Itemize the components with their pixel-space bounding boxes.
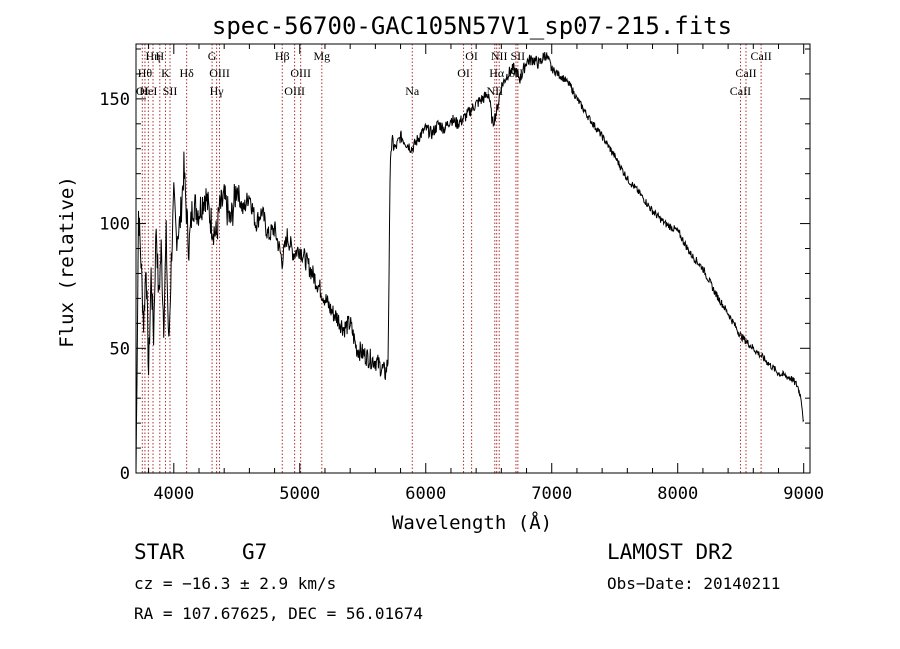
line-markers [141,44,762,473]
line-label: SII [163,84,178,98]
line-label: NII [491,49,508,63]
redshift-readout: cz = −16.3 ± 2.9 km/s [134,574,337,593]
line-label: SII [511,49,526,63]
line-label: Na [405,84,420,98]
line-labels: OIHθHeIHηHKSIIHδGHγOIIIHβOIIIOIIIMgNaOIO… [136,49,772,98]
line-label: Hδ [179,66,194,80]
y-tick-label: 50 [110,339,130,359]
y-tick-label: 100 [99,215,130,235]
line-label: OIII [290,66,311,80]
x-tick-label: 7000 [531,484,572,504]
x-tick-label: 9000 [783,484,824,504]
line-label: OIII [284,84,305,98]
line-label: CaII [750,49,771,63]
line-label: OI [465,49,478,63]
line-label: Hβ [275,49,290,63]
x-tick-label: 4000 [153,484,194,504]
spectrum-line [135,51,805,474]
object-subclass: G7 [242,540,268,564]
line-label: CaII [735,66,756,80]
x-axis-label: Wavelength (Å) [392,511,552,534]
chart-title: spec-56700-GAC105N57V1_sp07-215.fits [212,12,732,40]
coordinates: RA = 107.67625, DEC = 56.01674 [134,604,423,623]
x-tick-label: 5000 [279,484,320,504]
x-tick-label: 6000 [405,484,446,504]
object-class: STAR [134,540,185,564]
line-label: Hα [489,66,505,80]
line-label: Hθ [138,66,153,80]
line-label: Mg [313,49,330,63]
line-label: OI [457,66,470,80]
y-axis-ticks: 0 50 100 150 [99,48,810,484]
line-label: OIII [209,66,230,80]
line-label: NII [486,84,503,98]
x-axis-ticks: 4000 5000 6000 7000 8000 9000 [148,44,824,504]
line-label: OI [136,84,149,98]
line-label: Hη [146,49,161,63]
y-tick-label: 0 [120,464,130,484]
line-label: Hγ [210,84,225,98]
line-label: K [161,66,170,80]
y-tick-label: 150 [99,90,130,110]
y-axis-label: Flux (relative) [56,176,78,348]
line-label: CaII [730,84,751,98]
x-tick-label: 8000 [657,484,698,504]
line-label: HeI [139,84,157,98]
spectrum-series [135,51,805,474]
obs-date: Obs−Date: 20140211 [607,574,781,593]
plot-frame [135,43,811,474]
survey-name: LAMOST DR2 [607,540,734,564]
line-label: H [155,49,164,63]
line-label: G [208,49,217,63]
